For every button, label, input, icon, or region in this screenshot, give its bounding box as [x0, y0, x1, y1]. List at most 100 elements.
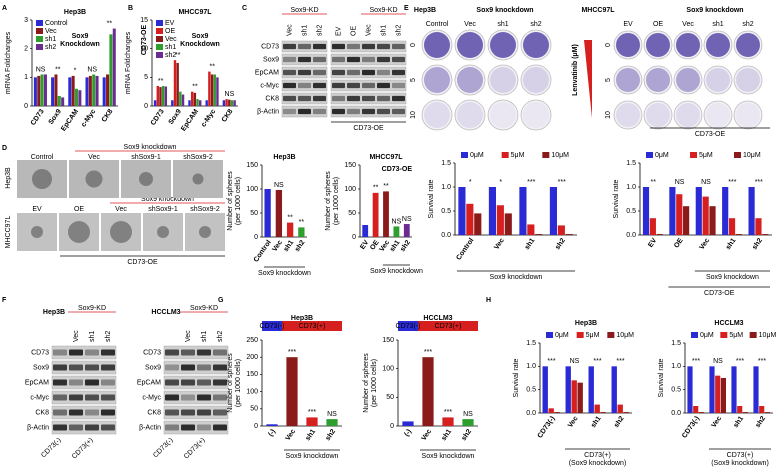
blot-row-label: β-Actin: [139, 424, 161, 431]
header-label: CD73(-): [260, 323, 285, 330]
blot-band: [347, 56, 360, 63]
panel-letter: E: [404, 5, 409, 12]
significance: NS: [274, 182, 284, 189]
blot-band: [332, 56, 345, 63]
bar: [600, 412, 606, 413]
blot-band: [213, 394, 227, 401]
image-label: Vec: [115, 206, 127, 213]
blot-row-label: c-Myc: [142, 394, 161, 401]
bar: [565, 366, 571, 413]
legend-label: 0μM: [555, 332, 569, 339]
bar: [748, 187, 755, 235]
image-label: OE: [74, 206, 84, 213]
colonies: [646, 68, 670, 92]
blot-band: [85, 394, 99, 401]
y-tick-label: 1.0: [671, 363, 681, 370]
blot-band: [332, 43, 345, 50]
blot-strip: [51, 390, 117, 405]
significance: NS: [402, 216, 412, 223]
blot-band: [313, 69, 326, 76]
legend-swatch: [501, 152, 509, 158]
bar: [728, 218, 736, 235]
blot-band: [165, 364, 179, 371]
blot-band: [53, 424, 67, 431]
bar: [702, 196, 709, 235]
well: [454, 64, 486, 96]
bar: [617, 404, 623, 413]
colonies: [706, 33, 730, 57]
column-label: sh2: [742, 21, 753, 28]
legend-swatch: [156, 36, 163, 42]
significance: ***: [288, 349, 296, 356]
sphere: [139, 172, 153, 186]
significance: ***: [593, 358, 601, 365]
blot-strip: [163, 420, 229, 435]
row-label: Hep3B: [5, 167, 12, 189]
image-label: Control: [31, 154, 54, 161]
legend-swatch: [691, 332, 698, 338]
bar: [554, 412, 560, 413]
bar: [577, 382, 583, 413]
blot-strip: [281, 79, 328, 92]
label: Hep3B: [43, 309, 65, 316]
colonies: [736, 68, 760, 92]
bar: [54, 74, 58, 106]
blot-row-label: EpCAM: [137, 379, 161, 386]
chart-title: Hep3B: [575, 320, 597, 327]
y-tick-label: 1.5: [526, 340, 536, 347]
lane-label: sh2: [316, 25, 323, 36]
bar: [737, 406, 743, 413]
y-tick-label: 1.5: [671, 340, 681, 347]
bar: [298, 227, 305, 237]
significance: **: [175, 52, 181, 59]
column-label: Vec: [464, 21, 476, 28]
legend-swatch: [461, 152, 468, 158]
legend-label: 10μM: [743, 152, 761, 159]
colonies: [676, 68, 700, 92]
side-label: CD73-OE: [382, 166, 413, 173]
blot-band: [101, 394, 115, 401]
bar: [213, 74, 216, 106]
bar: [228, 99, 231, 106]
bar: [266, 424, 278, 426]
bar: [527, 224, 535, 235]
legend-swatch: [156, 20, 163, 26]
panel-letter: A: [2, 5, 7, 12]
significance: ***: [547, 358, 555, 365]
header-label: CD73(+): [435, 323, 462, 330]
blot-band: [165, 349, 179, 356]
well: [487, 64, 519, 96]
header-box: [282, 321, 342, 331]
significance: **: [383, 183, 389, 190]
blot-band: [69, 379, 83, 386]
blot-band: [197, 364, 211, 371]
significance: ***: [558, 179, 566, 186]
sphere: [157, 226, 169, 238]
blot-band: [101, 409, 115, 416]
y-axis-label: (per 1000 cells): [333, 177, 340, 225]
bar: [326, 419, 338, 426]
bar: [233, 100, 236, 106]
legend-label: 5μM: [729, 332, 743, 339]
bar: [85, 77, 89, 106]
bar: [173, 60, 177, 106]
blot-row-label: β-Actin: [257, 108, 279, 115]
legend-note: Knockdown: [60, 41, 100, 48]
lane-label: sh2: [105, 331, 112, 342]
image-label: shSox9-2: [190, 206, 220, 213]
y-tick-label: 0.0: [626, 232, 636, 239]
legend-label: 5μM: [586, 332, 600, 339]
blot-band: [298, 43, 311, 50]
significance: ***: [728, 179, 736, 186]
dose-label: 0: [605, 43, 612, 47]
bar: [92, 74, 96, 106]
well: [643, 65, 673, 95]
bar: [362, 225, 369, 237]
blot-band: [197, 424, 211, 431]
bar: [422, 357, 434, 426]
blot-band: [85, 409, 99, 416]
well: [703, 100, 733, 130]
colonies: [523, 102, 549, 128]
bar: [210, 74, 214, 106]
blot-band: [165, 394, 179, 401]
